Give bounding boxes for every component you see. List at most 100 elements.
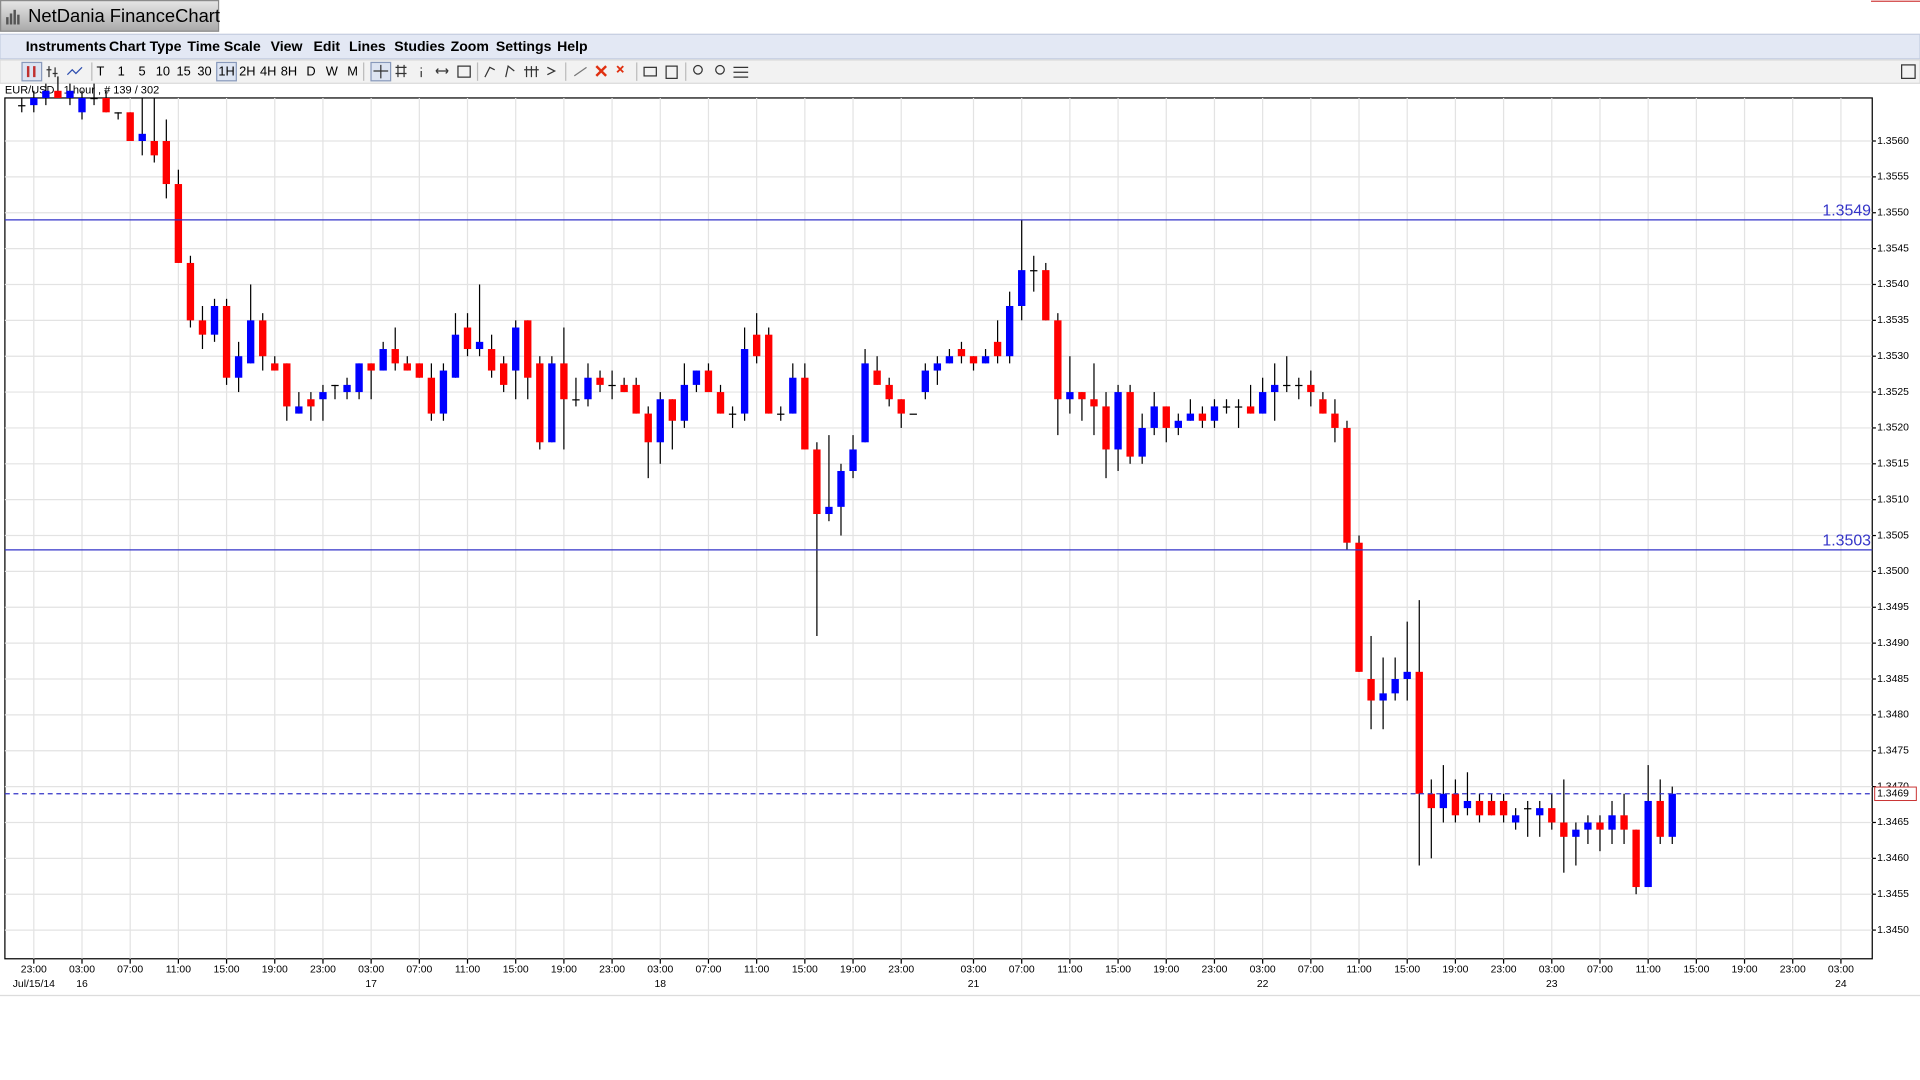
tool-icon[interactable]	[693, 64, 703, 75]
timescale-button[interactable]: 30	[197, 64, 211, 79]
menu-item[interactable]: Instruments	[26, 38, 107, 54]
y-tick-label: 1.3455	[1877, 889, 1909, 900]
candle-body	[656, 399, 664, 443]
tool-icon[interactable]	[665, 65, 678, 79]
x-tick-label: 19:00	[1732, 965, 1758, 976]
tool-icon[interactable]	[1901, 64, 1916, 79]
tool-icon[interactable]	[435, 68, 449, 74]
tool-icon[interactable]	[595, 65, 607, 77]
candle-body	[524, 320, 532, 378]
timescale-button[interactable]: 5	[138, 64, 145, 79]
y-tick-label: 1.3485	[1877, 674, 1909, 685]
title-bar	[0, 0, 1920, 34]
tool-icon[interactable]	[46, 66, 58, 78]
menu-item[interactable]: Help	[557, 38, 588, 54]
timescale-button[interactable]: 1	[118, 64, 125, 79]
y-tick-label: 1.3515	[1877, 459, 1909, 470]
x-tick-label: 23:00	[21, 965, 47, 976]
menu-item[interactable]: Settings	[496, 38, 552, 54]
candle-body	[993, 341, 1002, 357]
candle-body	[1656, 800, 1664, 837]
last-price-box	[1874, 786, 1917, 802]
timescale-button[interactable]: 8H	[281, 64, 297, 79]
tool-icon[interactable]	[524, 66, 539, 78]
candle-body	[234, 356, 243, 378]
candle-body	[1343, 427, 1351, 543]
tool-icon[interactable]	[715, 64, 725, 75]
candle-body	[921, 370, 929, 393]
timescale-button[interactable]: T	[96, 64, 104, 79]
candle-body	[1439, 793, 1448, 809]
candle-body	[716, 392, 725, 414]
candle-body	[222, 305, 231, 378]
candle-body	[548, 363, 556, 443]
timescale-button[interactable]: 10	[156, 64, 170, 79]
timescale-button[interactable]: 1H	[218, 64, 234, 79]
menu-item[interactable]: Studies	[394, 38, 445, 54]
candle-body	[271, 363, 279, 371]
x-tick-label: 23:00	[1491, 965, 1517, 976]
y-tick-label: 1.3465	[1877, 817, 1909, 828]
timescale-button[interactable]: W	[326, 64, 339, 79]
candle-body	[1186, 413, 1195, 421]
candle-body	[499, 363, 508, 385]
candle-body	[1524, 808, 1532, 810]
x-tick-label: 11:00	[455, 965, 480, 976]
timescale-button[interactable]: D	[306, 64, 315, 79]
candle-body	[162, 141, 171, 185]
candle-body	[692, 370, 701, 385]
x-tick-label: 03:00	[647, 965, 673, 976]
candle-body	[331, 384, 339, 387]
y-tick-label: 1.3450	[1877, 925, 1909, 936]
menu-item[interactable]: Edit	[313, 38, 340, 54]
tool-icon[interactable]	[395, 64, 407, 78]
tool-icon[interactable]	[573, 66, 587, 77]
candle-body	[1307, 384, 1315, 393]
tool-icon[interactable]	[643, 66, 657, 77]
tool-icon[interactable]	[547, 66, 557, 76]
tool-icon[interactable]	[373, 64, 389, 79]
tool-icon[interactable]	[616, 65, 624, 73]
y-tick-label: 1.3525	[1877, 387, 1909, 398]
tool-button[interactable]	[21, 61, 43, 82]
candle-body	[837, 470, 845, 507]
candle-body	[1222, 406, 1231, 408]
candle-body	[849, 449, 857, 471]
menu-item[interactable]: View	[271, 38, 303, 54]
candle-body	[1596, 822, 1604, 830]
candle-body	[1560, 822, 1568, 837]
timescale-button[interactable]: 4H	[260, 64, 276, 79]
menu-item[interactable]: Lines	[349, 38, 386, 54]
candle-body	[1391, 679, 1399, 694]
candle-body	[704, 370, 713, 393]
tool-icon[interactable]	[733, 66, 749, 78]
y-tick-label: 1.3535	[1877, 315, 1909, 326]
tool-icon[interactable]	[505, 65, 515, 78]
candle-body	[512, 327, 520, 371]
timescale-button[interactable]: 15	[177, 64, 191, 79]
plot-area	[4, 97, 1873, 960]
candle-body	[1403, 671, 1411, 680]
menu-item[interactable]: Zoom	[451, 38, 489, 54]
x-tick-label: 03:00	[69, 965, 95, 976]
candle-body	[1668, 793, 1676, 837]
y-tick-label: 1.3560	[1877, 136, 1909, 147]
candle-body	[1451, 793, 1460, 816]
tool-icon[interactable]	[457, 65, 471, 78]
active-timescale[interactable]	[216, 61, 237, 82]
tool-icon[interactable]	[66, 66, 83, 76]
timescale-button[interactable]: 2H	[239, 64, 255, 79]
x-tick-label: 07:00	[117, 965, 143, 976]
candle-body	[933, 363, 942, 371]
x-tick-label: 23:00	[599, 965, 625, 976]
menu-item[interactable]: Time Scale	[187, 38, 260, 54]
tool-icon[interactable]	[484, 66, 495, 78]
overlays: 1.3549 1.3503 1.3469	[4, 203, 1917, 802]
tool-icon[interactable]	[26, 66, 36, 78]
y-tick-label: 1.3460	[1877, 853, 1909, 864]
toolbar-icons	[21, 61, 1916, 82]
timescale-button[interactable]: M	[347, 64, 358, 79]
menu-item[interactable]: Chart Type	[109, 38, 182, 54]
candle-body	[126, 112, 134, 141]
